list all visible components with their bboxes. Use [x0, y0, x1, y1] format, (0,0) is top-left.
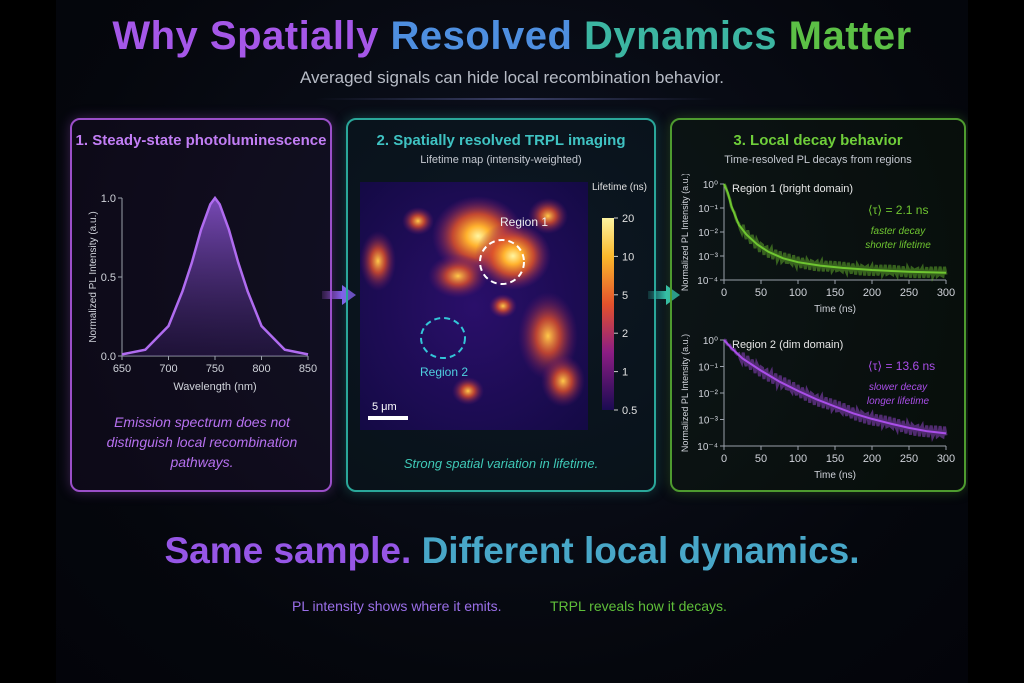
y-tick-label: 0.0: [101, 351, 116, 363]
pl-spectrum-chart: 650 700 750 800 850 0.0 0.5 1.0 Wavelength (nm) N…: [88, 193, 317, 393]
x-tick-label: 300: [937, 453, 955, 465]
headline-part-2: Different local dynamics.: [421, 530, 860, 571]
panel-local-decay: 3. Local decay behavior Time-resolved PL…: [670, 118, 966, 492]
title-part-4: Matter: [788, 14, 912, 58]
footer-left: PL intensity shows where it emits.: [292, 598, 502, 614]
y-tick-label: 10⁻³: [698, 416, 718, 427]
y-tick-label: 10⁻¹: [698, 204, 718, 215]
y-tick-label: 10⁻⁴: [697, 276, 718, 287]
y-axis-label: Normalized PL Intensity (a.u.): [88, 211, 99, 342]
x-tick-label: 850: [299, 363, 317, 375]
spectrum-area: [122, 198, 308, 356]
scalebar: [368, 416, 408, 420]
arrow-right-icon: [322, 285, 356, 305]
y-tick-label: 10⁻³: [698, 252, 718, 263]
x-tick-label: 750: [206, 363, 224, 375]
panel1-title: 1. Steady-state photoluminescence: [75, 132, 327, 149]
region1-label: Region 1: [500, 215, 548, 229]
panel-steady-state: 1. Steady-state photoluminescence 650 700…: [70, 118, 332, 492]
headline-part-1: Same sample.: [164, 530, 412, 571]
colorbar-tick-label: 5: [622, 290, 628, 302]
y-axis-label: Normalized PL Intensity (a.u.): [680, 174, 690, 291]
colorbar-tick-label: 10: [622, 251, 634, 263]
x-axis-label: Time (ns): [814, 304, 856, 315]
lifetime-map: Region 1 Region 2 5 μm Lifetime (ns) 20 1…: [360, 182, 647, 430]
decay-line: [723, 183, 947, 274]
decay-noise: [723, 338, 948, 443]
panel3-title: 3. Local decay behavior: [733, 132, 903, 149]
tau-label: ⟨τ⟩ = 2.1 ns: [868, 203, 928, 217]
panel2-subtitle: Lifetime map (intensity-weighted): [420, 154, 582, 166]
title-part-2: Resolved: [390, 14, 573, 58]
y-tick-label: 10⁰: [703, 336, 718, 347]
decay-chart-region2: 0 50 100 150 200 250 300 10⁰ 10⁻¹ 10⁻² 10⁻³ 10⁻⁴ Tim…: [680, 334, 955, 481]
divider: [316, 98, 716, 100]
x-tick-label: 300: [937, 287, 955, 299]
desc-line-2: shorter lifetime: [865, 240, 931, 251]
panel-trpl-imaging: 2. Spatially resolved TRPL imaging Lifet…: [346, 118, 656, 492]
x-tick-label: 50: [755, 453, 767, 465]
desc-line-2: longer lifetime: [867, 396, 930, 407]
y-tick-label: 10⁰: [703, 180, 718, 191]
x-tick-label: 800: [252, 363, 270, 375]
colorbar-tick-label: 20: [622, 213, 634, 225]
x-tick-label: 0: [721, 287, 727, 299]
decay-noise: [722, 183, 948, 283]
y-tick-label: 0.5: [101, 272, 116, 284]
x-tick-label: 150: [826, 453, 844, 465]
arrow-right-icon: [648, 285, 680, 305]
panel1-note: Emission spectrum does not distinguish l…: [106, 414, 298, 470]
x-axis-label: Wavelength (nm): [173, 381, 256, 393]
y-tick-label: 10⁻¹: [698, 363, 718, 374]
colorbar-tick-label: 0.5: [622, 405, 637, 417]
y-axis-label: Normalized PL Intensity (a.u.): [680, 334, 690, 452]
footer-right: TRPL reveals how it decays.: [550, 598, 727, 614]
infographic: Why Spatially Resolved Dynamics Matter A…: [56, 0, 968, 683]
tau-label: ⟨τ⟩ = 13.6 ns: [868, 359, 935, 373]
desc-line-1: faster decay: [871, 226, 926, 237]
region2-label: Region 2: [420, 365, 468, 379]
series-label: Region 2 (dim domain): [732, 339, 843, 351]
bottom-headline: Same sample. Different local dynamics.: [56, 530, 968, 572]
panel2-note: Strong spatial variation in lifetime.: [403, 456, 599, 471]
scalebar-label: 5 μm: [372, 401, 397, 413]
region2-circle: [420, 317, 466, 359]
y-tick-label: 10⁻⁴: [697, 442, 718, 453]
x-tick-label: 650: [113, 363, 131, 375]
title-part-1: Why Spatially: [112, 14, 379, 58]
x-axis-label: Time (ns): [814, 470, 856, 481]
x-tick-label: 100: [789, 453, 807, 465]
colorbar-title: Lifetime (ns): [592, 182, 647, 193]
series-label: Region 1 (bright domain): [732, 183, 853, 195]
x-tick-label: 250: [900, 453, 918, 465]
x-tick-label: 200: [863, 287, 881, 299]
x-tick-label: 200: [863, 453, 881, 465]
decay-chart-region1: 0 50 100 150 200 250 300 10⁰ 10⁻¹ 10⁻² 10⁻³ 10⁻⁴ Tim…: [680, 174, 955, 315]
title-part-3: Dynamics: [584, 14, 777, 58]
page-title: Why Spatially Resolved Dynamics Matter: [56, 14, 968, 59]
colorbar-tick-label: 2: [622, 328, 628, 340]
colorbar-tick-label: 1: [622, 367, 628, 379]
spectrum-line: [121, 195, 309, 356]
x-tick-label: 700: [159, 363, 177, 375]
colorbar: [602, 218, 614, 410]
decay-line: [723, 339, 947, 435]
panel3-subtitle: Time-resolved PL decays from regions: [724, 154, 912, 166]
colorbar-ticks: 20 10 5 2 1 0.5: [614, 213, 637, 417]
region1-circle: [479, 239, 525, 285]
panel2-title: 2. Spatially resolved TRPL imaging: [376, 132, 626, 149]
y-tick-label: 10⁻²: [698, 389, 718, 400]
y-tick-label: 1.0: [101, 193, 116, 205]
x-tick-label: 0: [721, 453, 727, 465]
x-tick-label: 50: [755, 287, 767, 299]
desc-line-1: slower decay: [869, 382, 928, 393]
y-tick-label: 10⁻²: [698, 228, 718, 239]
x-tick-label: 150: [826, 287, 844, 299]
x-tick-label: 100: [789, 287, 807, 299]
page-subtitle: Averaged signals can hide local recombin…: [299, 68, 724, 87]
x-tick-label: 250: [900, 287, 918, 299]
hotspots: [360, 196, 585, 407]
